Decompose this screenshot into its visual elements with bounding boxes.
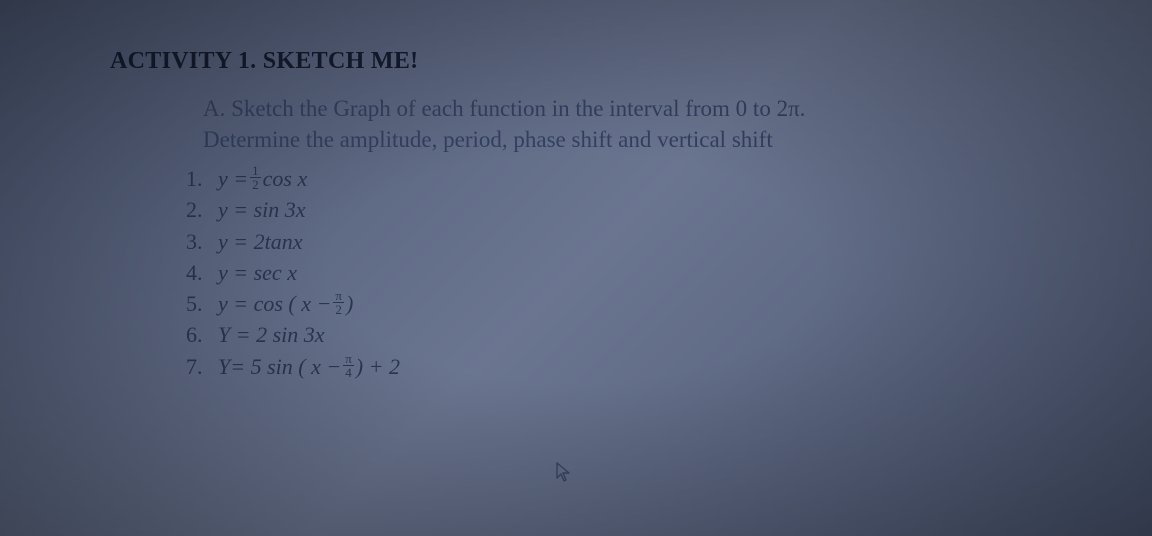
item-number: 5. [186, 288, 208, 319]
list-item: 6. Y = 2 sin 3x [186, 319, 1042, 350]
instructions-block: A. Sketch the Graph of each function in … [203, 93, 1042, 155]
equation-suffix: cos x [263, 163, 308, 194]
list-item: 5. y = cos ( x − π 2 ) [186, 288, 1042, 319]
fraction-denominator: 2 [333, 302, 344, 316]
item-number: 2. [186, 194, 208, 225]
list-item: 7. Y= 5 sin ( x − π 4 ) + 2 [186, 351, 1042, 382]
equation-suffix: ) + 2 [356, 351, 400, 382]
fraction: 1 2 [250, 164, 261, 191]
equation-prefix: y = cos ( x − [218, 288, 331, 319]
item-number: 3. [186, 226, 208, 257]
item-number: 6. [186, 319, 208, 350]
equation-text: Y = 2 sin 3x [218, 319, 325, 350]
list-item: 1. y = 1 2 cos x [186, 163, 1042, 194]
section-label: A. [203, 96, 225, 121]
equation-suffix: ) [346, 288, 353, 319]
item-number: 1. [186, 163, 208, 194]
activity-title: ACTIVITY 1. SKETCH ME! [110, 48, 1042, 75]
equation-prefix: y = [218, 163, 248, 194]
list-item: 4. y = sec x [186, 257, 1042, 288]
fraction: π 2 [333, 289, 344, 316]
equation-text: y = sec x [218, 257, 297, 288]
cursor-icon [555, 461, 573, 488]
instruction-line-1: Sketch the Graph of each function in the… [231, 96, 805, 121]
fraction: π 4 [343, 352, 354, 379]
equation-text: y = 2tanx [218, 226, 303, 257]
fraction-numerator: 1 [250, 164, 261, 177]
equation-prefix: Y= 5 sin ( x − [218, 351, 341, 382]
worksheet-page: ACTIVITY 1. SKETCH ME! A. Sketch the Gra… [0, 0, 1152, 382]
list-item: 3. y = 2tanx [186, 226, 1042, 257]
fraction-denominator: 2 [250, 177, 261, 191]
instruction-line-2: Determine the amplitude, period, phase s… [203, 127, 773, 152]
item-number: 4. [186, 257, 208, 288]
item-number: 7. [186, 351, 208, 382]
fraction-denominator: 4 [343, 365, 354, 379]
fraction-numerator: π [333, 289, 344, 302]
fraction-numerator: π [343, 352, 354, 365]
list-item: 2. y = sin 3x [186, 194, 1042, 225]
equation-text: y = sin 3x [218, 194, 306, 225]
problem-list: 1. y = 1 2 cos x 2. y = sin 3x 3. y = 2t… [186, 163, 1042, 382]
